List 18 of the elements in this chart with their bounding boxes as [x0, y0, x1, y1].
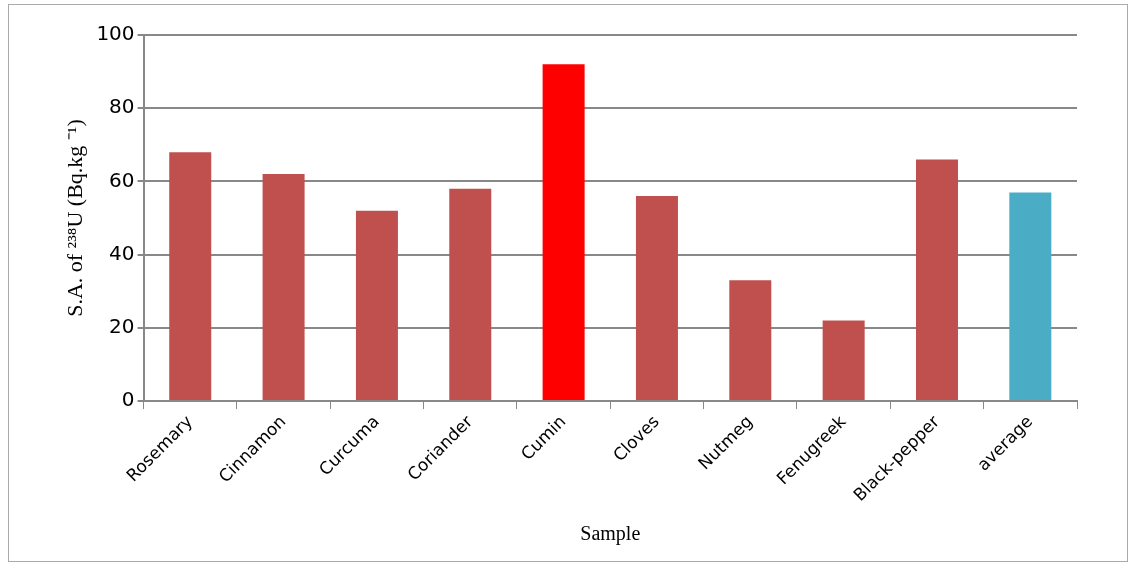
- bar: [542, 64, 585, 401]
- y-tick-label: 60: [109, 167, 135, 192]
- y-tick-label: 40: [109, 240, 135, 265]
- bar: [635, 196, 678, 401]
- x-axis-title: Sample: [580, 522, 641, 546]
- bar: [729, 280, 772, 401]
- bar: [449, 188, 492, 401]
- bar: [262, 174, 305, 401]
- y-tick-label: 80: [109, 94, 135, 119]
- bar: [169, 152, 212, 401]
- bar: [915, 159, 958, 401]
- y-axis-title: S.A. of ²³⁸U (Bq.kg ⁻¹): [61, 119, 87, 317]
- bar: [355, 210, 398, 401]
- y-tick-label: 100: [96, 21, 135, 46]
- bar: [822, 320, 865, 401]
- y-tick-label: 20: [109, 314, 135, 339]
- bar: [1009, 192, 1052, 401]
- y-tick-label: 0: [121, 387, 135, 412]
